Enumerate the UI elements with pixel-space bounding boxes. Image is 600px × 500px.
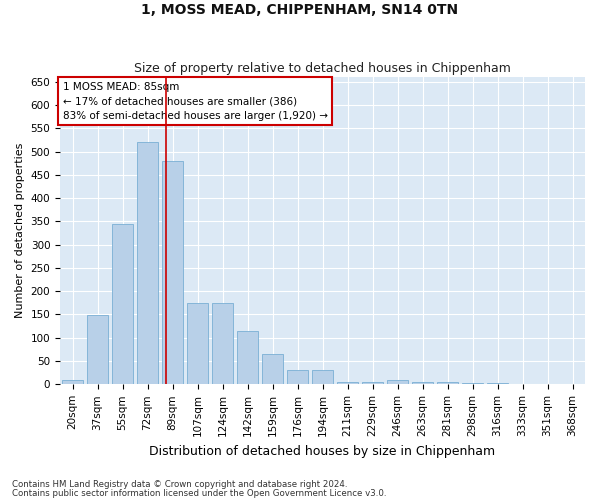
Bar <box>237 331 258 384</box>
Text: 1, MOSS MEAD, CHIPPENHAM, SN14 0TN: 1, MOSS MEAD, CHIPPENHAM, SN14 0TN <box>142 2 458 16</box>
Bar <box>137 142 158 384</box>
Text: Contains HM Land Registry data © Crown copyright and database right 2024.: Contains HM Land Registry data © Crown c… <box>12 480 347 489</box>
Title: Size of property relative to detached houses in Chippenham: Size of property relative to detached ho… <box>134 62 511 74</box>
Bar <box>212 303 233 384</box>
Bar <box>112 224 133 384</box>
Bar <box>87 316 108 384</box>
Bar <box>312 370 333 384</box>
X-axis label: Distribution of detached houses by size in Chippenham: Distribution of detached houses by size … <box>149 444 496 458</box>
Text: Contains public sector information licensed under the Open Government Licence v3: Contains public sector information licen… <box>12 488 386 498</box>
Bar <box>412 382 433 384</box>
Bar <box>387 380 408 384</box>
Bar <box>287 370 308 384</box>
Bar <box>187 303 208 384</box>
Bar <box>437 382 458 384</box>
Y-axis label: Number of detached properties: Number of detached properties <box>15 143 25 318</box>
Bar <box>337 382 358 384</box>
Bar <box>162 161 183 384</box>
Text: 1 MOSS MEAD: 85sqm
← 17% of detached houses are smaller (386)
83% of semi-detach: 1 MOSS MEAD: 85sqm ← 17% of detached hou… <box>62 82 328 122</box>
Bar <box>62 380 83 384</box>
Bar <box>362 382 383 384</box>
Bar <box>262 354 283 384</box>
